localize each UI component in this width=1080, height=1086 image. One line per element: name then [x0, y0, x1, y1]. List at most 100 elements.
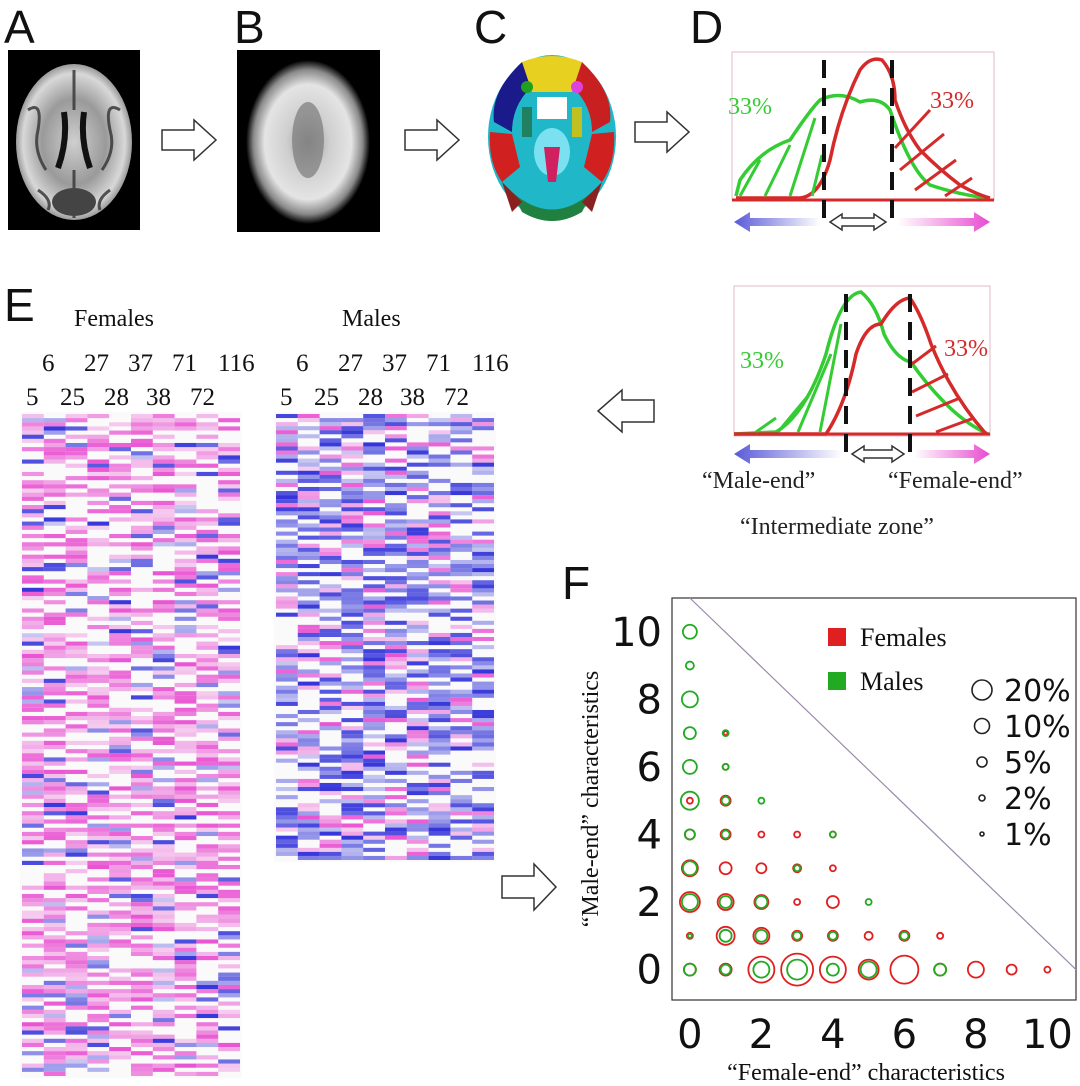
- males-point: [754, 928, 769, 943]
- females-point: [718, 962, 733, 977]
- males-point: [680, 893, 699, 911]
- females-point: [793, 830, 802, 839]
- left-percentage-bottom: 33%: [740, 348, 784, 374]
- females-point: [863, 930, 874, 941]
- males-point: [864, 898, 873, 906]
- distribution-diagram-top: [731, 51, 995, 232]
- distribution-diagram-bottom: [733, 285, 991, 464]
- males-point: [792, 930, 803, 941]
- females-point: [757, 830, 766, 839]
- x-tick-label: 2: [749, 1012, 774, 1058]
- males-point: [752, 960, 771, 979]
- females-point: [685, 796, 694, 805]
- legend-label: Males: [860, 667, 924, 696]
- size-legend-marker: [971, 679, 993, 701]
- arrow-right-icon: [404, 118, 461, 162]
- size-legend-label: 1%: [1004, 818, 1052, 853]
- females-point: [792, 863, 803, 874]
- females-point: [678, 891, 701, 913]
- females-point: [793, 898, 802, 906]
- males-point: [754, 895, 769, 909]
- size-legend-label: 5%: [1004, 746, 1052, 781]
- size-legend-label: 2%: [1004, 782, 1052, 817]
- legend-swatch: [828, 628, 846, 646]
- males-point: [793, 864, 802, 873]
- males-point: [681, 860, 698, 877]
- panel-label-b: B: [234, 1, 265, 53]
- females-point: [857, 958, 880, 981]
- males-point: [681, 759, 698, 775]
- males-point: [720, 795, 731, 806]
- x-tick-label: 8: [963, 1012, 988, 1058]
- diagonal-boundary-line: [689, 597, 1077, 971]
- males-heatmap: [274, 412, 496, 862]
- males-point: [859, 960, 878, 979]
- size-legend-marker: [973, 717, 991, 735]
- females-point: [828, 864, 837, 873]
- arrow-right-icon: [501, 862, 558, 912]
- size-legend-label: 20%: [1004, 674, 1071, 709]
- arrow-right-icon: [161, 118, 218, 162]
- parcellated-brain-image: [488, 55, 616, 221]
- females-point: [791, 929, 804, 942]
- males-point: [786, 958, 809, 981]
- females-point: [718, 861, 733, 876]
- males-point: [899, 930, 910, 941]
- females-point: [889, 954, 920, 985]
- x-tick-label: 0: [677, 1012, 702, 1058]
- males-point: [682, 726, 697, 741]
- size-legend-marker: [978, 794, 986, 802]
- females-point: [715, 925, 736, 946]
- males-title: Males: [342, 306, 401, 332]
- females-heatmap: [20, 412, 242, 1078]
- males-point: [719, 963, 732, 976]
- legend-label: Females: [860, 623, 947, 652]
- females-point: [753, 894, 770, 910]
- males-point: [680, 690, 699, 709]
- panel-label-f: F: [562, 557, 591, 609]
- y-tick-label: 0: [637, 948, 662, 994]
- females-point: [825, 895, 840, 909]
- males-point: [720, 829, 731, 840]
- females-title: Females: [74, 306, 154, 332]
- x-axis-label: “Female-end” characteristics: [727, 1060, 1005, 1084]
- females-point: [966, 960, 985, 979]
- males-point: [933, 962, 948, 977]
- right-percentage: 33%: [930, 88, 974, 114]
- panel-label-c: C: [474, 1, 508, 53]
- x-tick-label: 4: [820, 1012, 845, 1058]
- template-brain-image: [237, 50, 380, 232]
- females-point: [755, 862, 768, 875]
- x-tick-label: 10: [1022, 1012, 1073, 1058]
- females-point: [752, 926, 771, 945]
- males-point: [679, 790, 700, 811]
- females-point: [818, 955, 847, 984]
- x-tick-label: 6: [892, 1012, 917, 1058]
- males-point: [827, 930, 838, 941]
- size-legend-marker: [976, 756, 988, 768]
- mri-slice-image: [8, 50, 140, 230]
- males-point: [718, 895, 733, 909]
- females-point: [936, 931, 945, 940]
- males-point: [682, 962, 697, 977]
- y-tick-label: 2: [637, 880, 662, 926]
- plot-frame: [671, 597, 1077, 1001]
- left-percentage: 33%: [728, 94, 772, 120]
- males-point: [681, 623, 698, 640]
- panel-label-a: A: [4, 1, 35, 53]
- female-end-label: “Female-end”: [888, 468, 1023, 494]
- male-end-label: “Male-end”: [702, 468, 816, 494]
- intermediate-zone-label: “Intermediate zone”: [740, 514, 934, 540]
- males-point: [757, 796, 766, 805]
- males-point: [684, 660, 695, 671]
- females-point: [722, 730, 729, 737]
- panel-label-e: E: [4, 279, 35, 331]
- size-legend-marker: [979, 831, 985, 837]
- size-legend-label: 10%: [1004, 710, 1071, 745]
- females-point: [719, 828, 732, 841]
- y-tick-label: 10: [611, 610, 662, 656]
- females-point: [747, 955, 776, 984]
- males-point: [721, 729, 730, 738]
- arrow-right-icon: [634, 110, 691, 154]
